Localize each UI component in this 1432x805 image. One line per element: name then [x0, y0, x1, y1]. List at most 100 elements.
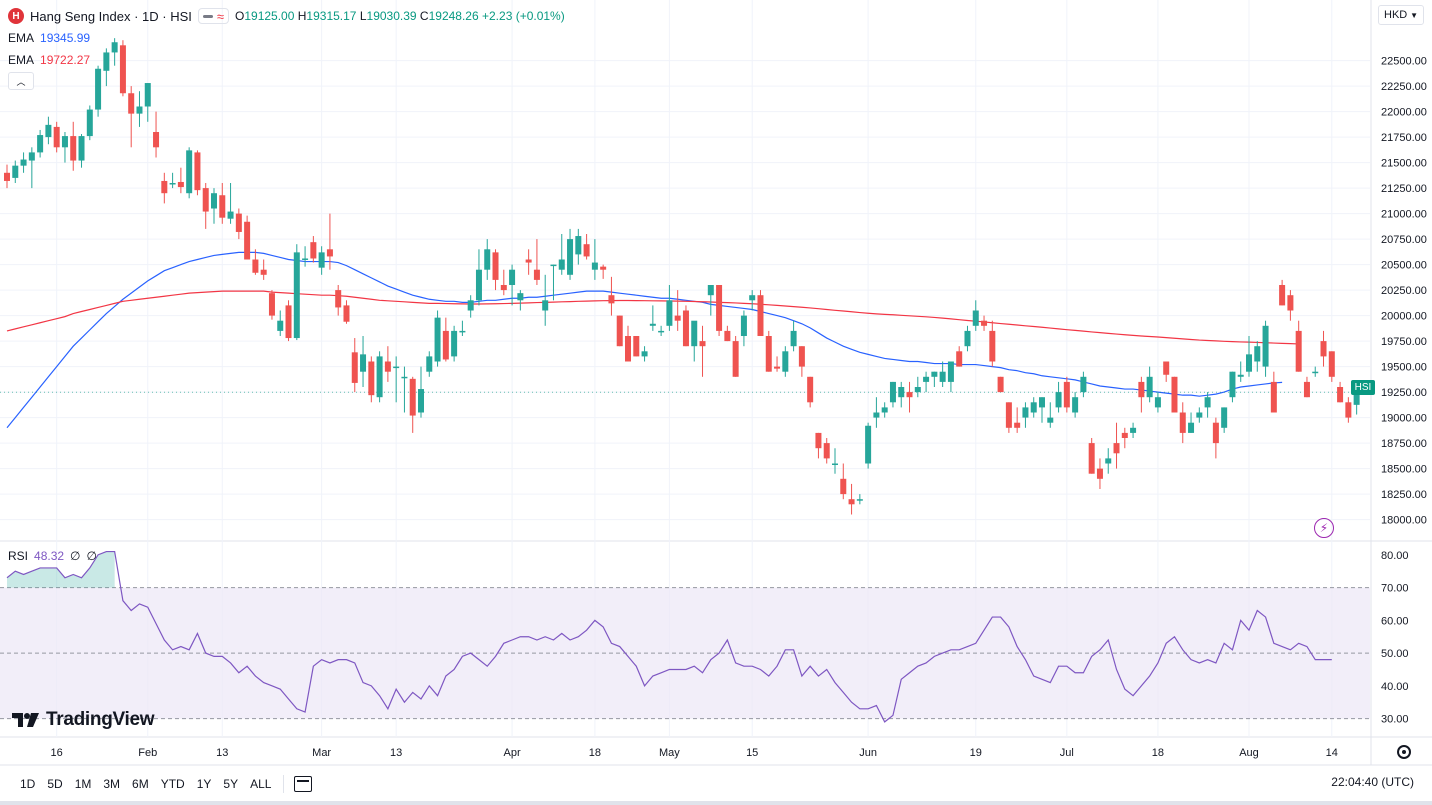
range-button-ytd[interactable]: YTD	[160, 777, 185, 791]
candle	[517, 290, 524, 311]
candle-body	[666, 300, 673, 326]
candle-body	[484, 249, 491, 270]
candle	[716, 285, 723, 336]
rsi-tick-label: 80.00	[1381, 550, 1409, 562]
candle-body	[177, 181, 184, 188]
time-tick-label: 18	[1152, 747, 1164, 759]
price-tick-label: 20750.00	[1381, 234, 1427, 246]
symbol-legend[interactable]: H Hang Seng Index · 1D · HSI ≈ O19125.00…	[8, 8, 565, 24]
candle-body	[716, 285, 723, 331]
candle-body	[260, 269, 267, 275]
rsi-extra-2: ∅	[86, 549, 97, 563]
candle-body	[956, 351, 963, 367]
candle-body	[525, 259, 532, 263]
candle-body	[774, 366, 781, 369]
tradingview-wordmark: TradingView	[46, 709, 155, 730]
legend-pill[interactable]: ≈	[197, 8, 229, 24]
range-button-5y[interactable]: 5Y	[223, 777, 239, 791]
range-button-1y[interactable]: 1Y	[196, 777, 212, 791]
currency-selector[interactable]: HKD ▼	[1378, 5, 1424, 25]
ema-slow-legend[interactable]: EMA 19722.27	[8, 53, 90, 67]
candle	[682, 305, 689, 347]
candle	[78, 134, 85, 168]
range-button-5d[interactable]: 5D	[47, 777, 63, 791]
candle-body	[1295, 330, 1302, 372]
candle-body	[674, 315, 681, 321]
candle-body	[1270, 381, 1277, 413]
rsi-tick-label: 60.00	[1381, 615, 1409, 627]
settings-icon[interactable]	[1397, 745, 1411, 759]
ema-fast-legend[interactable]: EMA 19345.99	[8, 31, 90, 45]
collapse-legend-button[interactable]: ︿	[8, 72, 34, 90]
candle-body	[351, 352, 358, 383]
candle	[1163, 361, 1170, 382]
candle-body	[45, 124, 52, 138]
candle-body	[840, 478, 847, 495]
candle-body	[1320, 341, 1327, 357]
candle	[1113, 422, 1120, 469]
candle-body	[70, 136, 77, 161]
candle	[1105, 448, 1112, 474]
candle	[1088, 438, 1095, 474]
lightning-icon[interactable]: ⚡	[1314, 518, 1334, 538]
candle-body	[1130, 427, 1137, 433]
rsi-legend[interactable]: RSI 48.32 ∅ ∅	[8, 549, 97, 563]
candle-body	[798, 346, 805, 367]
candle-body	[1237, 374, 1244, 377]
time-tick-label: Mar	[312, 747, 331, 759]
rsi-tick-label: 40.00	[1381, 681, 1409, 693]
candle	[310, 236, 317, 263]
candle	[583, 234, 590, 260]
candle-body	[1047, 417, 1054, 423]
candle-body	[947, 361, 954, 382]
rsi-tick-label: 30.00	[1381, 714, 1409, 726]
symbol-title[interactable]: Hang Seng Index · 1D · HSI	[30, 8, 192, 24]
candle	[997, 376, 1004, 393]
chevron-up-icon: ︿	[16, 76, 26, 87]
candle-body	[1063, 381, 1070, 408]
candle-body	[989, 330, 996, 362]
candle	[86, 105, 93, 141]
candle-body	[931, 371, 938, 377]
range-button-6m[interactable]: 6M	[132, 777, 149, 791]
candle-body	[757, 295, 764, 336]
range-button-1m[interactable]: 1M	[74, 777, 92, 791]
bottom-border	[0, 801, 1432, 805]
candle-body	[558, 259, 565, 270]
time-tick-label: 19	[970, 747, 982, 759]
currency-label: HKD	[1384, 9, 1408, 21]
candle	[906, 381, 913, 413]
candle-body	[856, 499, 863, 501]
minus-icon	[202, 14, 213, 18]
candle	[1072, 392, 1079, 418]
candle	[633, 336, 640, 357]
candle-body	[1105, 458, 1112, 464]
price-tick-label: 22500.00	[1381, 56, 1427, 68]
candle-body	[517, 293, 524, 301]
range-button-1d[interactable]: 1D	[20, 777, 36, 791]
candle-body	[1138, 381, 1145, 398]
candle-body	[732, 341, 739, 377]
date-range-icon[interactable]	[294, 776, 313, 792]
candle	[840, 463, 847, 500]
time-tick-label: 15	[746, 747, 758, 759]
candle	[103, 48, 110, 87]
range-button-3m[interactable]: 3M	[103, 777, 121, 791]
candle-body	[1055, 392, 1062, 408]
candle	[939, 361, 946, 387]
candle	[625, 325, 631, 362]
candle-body	[37, 135, 44, 153]
candle-body	[434, 317, 441, 362]
tradingview-logo[interactable]: TradingView	[12, 709, 155, 731]
candle-body	[343, 305, 350, 322]
candle	[898, 381, 905, 408]
ema-slow-line	[6, 290, 1299, 345]
candle	[119, 40, 126, 97]
rsi-overbought-fill	[7, 551, 115, 588]
range-button-all[interactable]: ALL	[250, 777, 272, 791]
candle	[600, 264, 607, 279]
utc-clock[interactable]: 22:04:40 (UTC)	[1331, 775, 1414, 789]
candle-body	[318, 252, 325, 268]
candle	[1262, 320, 1269, 377]
